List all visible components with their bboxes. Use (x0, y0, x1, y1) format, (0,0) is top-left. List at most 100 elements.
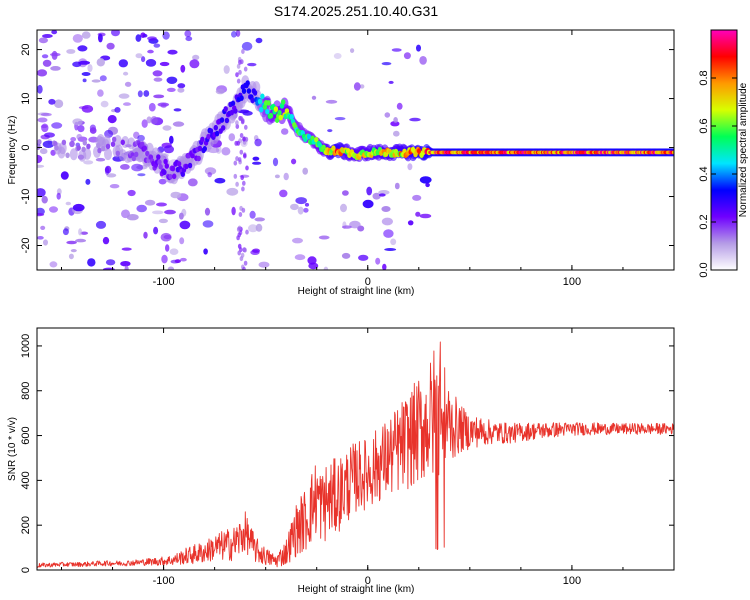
snr-y-tick-label: 1000 (20, 334, 32, 358)
spectrogram-noise-blob (350, 48, 355, 53)
spectrogram-noise-blob (202, 220, 214, 228)
spectrogram-noise-blob (100, 100, 109, 108)
spectrogram-noise-blob (180, 64, 186, 73)
spectrogram-ridge-cell (168, 174, 173, 180)
spectrogram-noise-blob (43, 239, 48, 246)
spectrogram-noise-blob (99, 75, 107, 82)
spectrogram-noise-blob (49, 206, 58, 213)
spectrogram-noise-blob (109, 184, 120, 189)
spectrogram-noise-blob (80, 231, 88, 235)
spectrogram-noise-blob (249, 210, 256, 219)
spectrogram-ridge-cell (246, 88, 252, 94)
spectrogram-noise-blob (78, 60, 91, 65)
spectrogram-noise-blob (42, 59, 52, 67)
spectrogram-noise-blob (152, 210, 164, 215)
spectrogram-noise-blob (243, 153, 247, 159)
spectrogram-noise-blob (159, 61, 170, 67)
spectrogram-ridge-cell (200, 136, 205, 143)
spectrogram-noise-blob (239, 133, 244, 138)
spectrogram-noise-blob (170, 191, 182, 199)
spectrogram-y-tick-label: 0 (20, 144, 32, 150)
colorbar-gradient (711, 30, 737, 270)
spectrogram-noise-blob (51, 30, 58, 35)
spectrogram-noise-blob (152, 70, 163, 77)
spectrogram-noise-blob (226, 187, 239, 196)
spectrogram-ridge-cell (184, 163, 189, 170)
spectrogram-ridge-cell (86, 143, 91, 150)
spectrogram-noise-blob (341, 225, 352, 229)
snr-x-tick-label: -100 (153, 575, 175, 587)
spectrogram-noise-blob (255, 37, 263, 44)
spectrogram-ridge-cell (250, 97, 255, 104)
spectrogram-noise-blob (292, 237, 303, 244)
spectrogram-noise-blob (120, 164, 130, 170)
spectrogram-noise-blob (56, 192, 61, 200)
spectrogram-noise-blob (366, 186, 373, 196)
spectrogram-ridge-cell (265, 108, 270, 115)
spectrogram-noise-blob (146, 116, 152, 124)
spectrogram-noise-blob (123, 71, 129, 76)
spectrogram-noise-blob (223, 65, 230, 74)
spectrogram-ridge-cell (187, 162, 193, 169)
spectrogram-noise-blob (291, 158, 297, 165)
spectrogram-noise-blob (252, 161, 262, 165)
spectrogram-noise-blob (107, 115, 117, 124)
snr-y-axis-label: SNR (10 * v/v) (7, 417, 18, 481)
spectrogram-noise-blob (97, 89, 104, 97)
spectrogram-noise-blob (38, 37, 49, 44)
spectrogram-frame (36, 29, 675, 271)
spectrogram-x-tick-label: 100 (563, 276, 581, 288)
spectrogram-y-axis-label: Frequency (Hz) (7, 116, 18, 185)
spectrogram-noise-blob (180, 257, 187, 262)
spectrogram-noise-blob (41, 54, 49, 59)
spectrogram-noise-blob (274, 174, 280, 179)
spectrogram-noise-blob (81, 31, 91, 39)
spectrogram-noise-blob (174, 259, 181, 264)
spectrogram-noise-blob (124, 81, 132, 87)
spectrogram-noise-blob (214, 177, 226, 184)
spectrogram-noise-blob (388, 80, 394, 84)
spectrogram-noise-blob (50, 52, 61, 57)
spectrogram-noise-blob (158, 178, 167, 185)
spectrogram-noise-blob (37, 188, 46, 198)
spectrogram-y-tick-label: 20 (20, 43, 32, 55)
spectrogram-noise-blob (407, 163, 413, 171)
spectrogram-ridge-halo (104, 148, 112, 161)
spectrogram-noise-blob (60, 171, 69, 180)
spectrogram-ridge-cell (76, 145, 81, 151)
spectrogram-noise-blob (89, 127, 97, 134)
spectrogram-ridge-cell (268, 112, 274, 119)
snr-y-tick-label: 800 (20, 382, 32, 400)
spectrogram-noise-blob (203, 248, 208, 255)
spectrogram-noise-blob (179, 212, 184, 220)
spectrogram-noise-blob (382, 263, 387, 270)
spectrogram-noise-blob (381, 62, 392, 66)
spectrogram-ridge-cell (321, 144, 326, 151)
colorbar-tick-label: 0.8 (698, 70, 710, 85)
spectrogram-noise-blob (281, 128, 289, 135)
spectrogram-noise-blob (237, 250, 241, 256)
spectrogram-ridge-halo (69, 148, 78, 161)
spectrogram-noise-blob (135, 34, 142, 42)
spectrogram-noise-blob (37, 84, 43, 94)
spectrogram-noise-blob (137, 173, 146, 177)
spectrogram-noise-blob (341, 252, 351, 259)
spectrogram-y-tick-label: 10 (20, 92, 32, 104)
spectrogram-noise-blob (239, 149, 244, 155)
spectrogram-noise-blob (85, 178, 91, 185)
spectrogram-noise-blob (243, 260, 248, 266)
spectrogram-ridge-cell (112, 136, 117, 143)
spectrogram-ridge-cell (289, 114, 294, 120)
spectrogram-noise-blob (244, 124, 248, 130)
spectrogram-ridge-cell (202, 146, 207, 152)
spectrogram-noise-blob (238, 69, 242, 75)
colorbar-tick-label: 0.0 (698, 262, 710, 277)
spectrogram-noise-blob (160, 232, 172, 242)
spectrogram-noise-blob (41, 123, 49, 133)
spectrogram-ridge-cell (314, 136, 319, 143)
spectrogram-noise-blob (145, 59, 157, 67)
spectrogram-ridge-cell (208, 128, 214, 134)
